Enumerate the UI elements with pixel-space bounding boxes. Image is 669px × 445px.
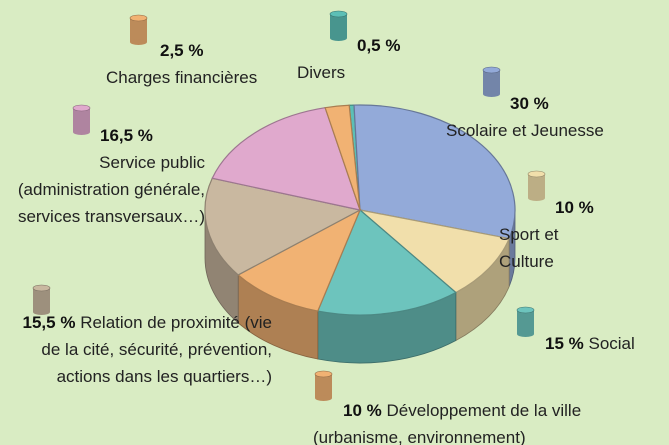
category-label: Social	[588, 334, 635, 353]
pie-slice	[353, 104, 516, 240]
category-label: Service public (administration générale,…	[17, 153, 205, 226]
slice-label: 2,5 % Charges financières	[106, 37, 313, 91]
legend-icon	[483, 91, 500, 97]
legend-icon	[130, 18, 147, 42]
value-label: 15,5 %	[22, 313, 76, 332]
legend-icon	[482, 66, 501, 74]
pie-slice	[211, 107, 361, 211]
pie-slice	[357, 208, 510, 294]
legend-icon	[72, 104, 91, 112]
value-label: 30 %	[510, 94, 549, 113]
pie-slice	[237, 208, 362, 312]
legend-icon	[330, 35, 347, 41]
pie-slice	[324, 104, 361, 211]
legend-icon	[517, 310, 534, 334]
value-label: 2,5 %	[160, 41, 204, 60]
legend-icon	[32, 284, 51, 292]
slice-label: 30 % Scolaire et Jeunesse	[446, 90, 668, 144]
value-label: 10 %	[343, 401, 382, 420]
slice-label: 0,5 % Divers	[297, 32, 457, 86]
category-label: Développement de la ville (urbanisme, en…	[313, 401, 582, 445]
pie-slice	[316, 209, 457, 316]
value-label: 0,5 %	[357, 36, 401, 55]
pie-slice	[204, 177, 362, 276]
legend-icon	[129, 14, 148, 22]
legend-icon	[73, 129, 90, 135]
legend-icon	[330, 14, 347, 38]
legend-icon	[33, 309, 50, 315]
slice-label: 10 % Développement de la ville (urbanism…	[313, 397, 665, 445]
category-label: Charges financières	[106, 68, 258, 87]
legend-icon	[527, 170, 546, 178]
slice-label: 10 % Sport et Culture	[499, 194, 607, 275]
legend-icon	[483, 70, 500, 94]
legend-icon	[517, 331, 534, 337]
value-label: 16,5 %	[100, 126, 153, 145]
legend-icon	[516, 306, 535, 314]
slice-label: Service public (administration générale,…	[0, 149, 205, 230]
legend-icon	[329, 10, 348, 18]
slice-label: 15,5 % Relation de proximité (vie de la …	[20, 309, 272, 390]
legend-icon	[73, 108, 90, 132]
legend-icon	[130, 39, 147, 45]
legend-icon	[315, 374, 332, 398]
category-label: Sport et Culture	[499, 225, 559, 271]
legend-icon	[528, 195, 545, 201]
value-label: 10 %	[555, 198, 594, 217]
legend-icon	[33, 288, 50, 312]
legend-icon	[315, 395, 332, 401]
category-label: Divers	[297, 63, 346, 82]
value-label: 15 %	[545, 334, 584, 353]
legend-icon	[528, 174, 545, 198]
slice-label: 15 % Social	[545, 330, 665, 357]
category-label: Scolaire et Jeunesse	[446, 121, 604, 140]
legend-icon	[314, 370, 333, 378]
category-label: Relation de proximité (vie de la cité, s…	[41, 313, 272, 386]
